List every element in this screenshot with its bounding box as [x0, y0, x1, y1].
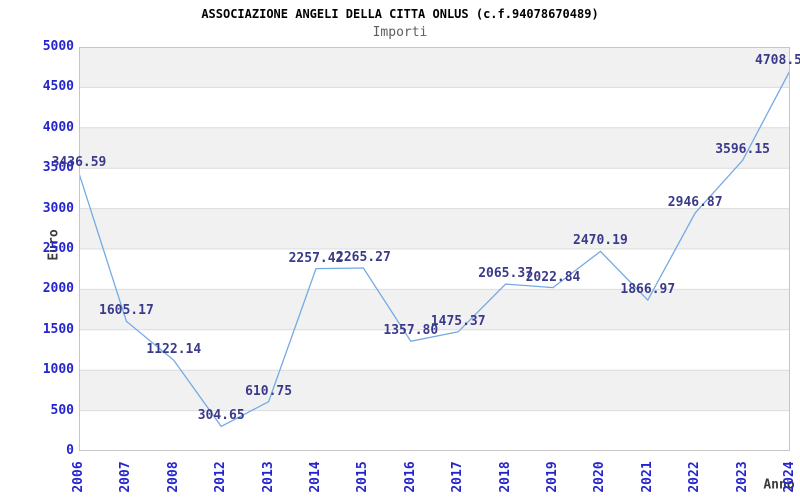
y-tick-label: 2000: [42, 281, 74, 297]
background-band: [79, 87, 790, 128]
x-tick-label: 2018: [497, 461, 513, 493]
y-tick-label: 1000: [42, 362, 74, 378]
x-tick-label: 2024: [782, 461, 797, 493]
y-tick-label: 2500: [42, 241, 74, 256]
x-tick-label: 2008: [165, 461, 181, 493]
x-tick-label: 2014: [308, 461, 323, 493]
y-tick-label: 500: [50, 402, 74, 418]
data-point-label: 1605.17: [98, 303, 154, 319]
data-point-label: 2065.37: [478, 266, 533, 282]
background-band: [79, 208, 790, 249]
data-point-label: 3436.59: [51, 155, 107, 171]
x-tick-label: 2023: [734, 461, 750, 493]
y-tick-label: 3000: [42, 200, 74, 216]
y-tick-label: 4500: [42, 79, 74, 95]
data-point-label: 1357.80: [383, 323, 439, 339]
x-tick-label: 2013: [260, 461, 276, 493]
background-band: [79, 47, 790, 88]
x-tick-label: 2021: [639, 461, 655, 493]
data-line: [78, 70, 791, 428]
background-band: [79, 370, 790, 411]
background-band: [79, 289, 790, 330]
chart-subtitle: Importi: [372, 25, 428, 40]
y-tick-label: 5000: [42, 39, 74, 54]
data-point-label: 3596.15: [715, 142, 770, 158]
x-tick-label: 2007: [118, 461, 134, 493]
background-band: [79, 249, 790, 290]
x-tick-label: 2016: [402, 461, 418, 493]
plot-svg: [78, 46, 791, 452]
y-tick-label: 0: [66, 443, 74, 458]
data-point-label: 1866.97: [620, 282, 676, 298]
background-band: [79, 168, 790, 209]
x-tick-label: 2006: [71, 461, 86, 493]
data-point-label: 1475.37: [430, 313, 486, 329]
y-tick-label: 4000: [42, 119, 74, 135]
x-tick-label: 2015: [355, 461, 371, 493]
background-band: [79, 127, 790, 169]
x-tick-label: 2017: [450, 461, 466, 493]
x-tick-label: 2019: [545, 461, 560, 493]
data-point-label: 1122.14: [146, 342, 202, 358]
data-point-label: 304.65: [197, 408, 245, 424]
x-axis-title: Anno: [763, 477, 795, 493]
data-point-label: 2022.84: [525, 269, 581, 285]
data-point-label: 2946.87: [667, 194, 723, 210]
x-tick-label: 2022: [687, 461, 703, 493]
x-tick-label: 2012: [213, 461, 229, 493]
data-point-label: 4708.5: [755, 52, 800, 68]
data-point-label: 2470.19: [572, 233, 628, 249]
data-point-label: 2257.42: [288, 250, 344, 266]
y-tick-label: 1500: [42, 321, 74, 337]
x-tick-label: 2020: [592, 461, 608, 493]
data-point-label: 610.75: [245, 383, 293, 399]
plot-frame: [79, 47, 790, 451]
plot-area: [78, 46, 791, 452]
chart-title: ASSOCIAZIONE ANGELI DELLA CITTA ONLUS (c…: [201, 7, 599, 21]
background-band: [79, 410, 790, 451]
data-point-label: 2265.27: [335, 249, 391, 265]
y-tick-label: 3500: [42, 160, 74, 176]
